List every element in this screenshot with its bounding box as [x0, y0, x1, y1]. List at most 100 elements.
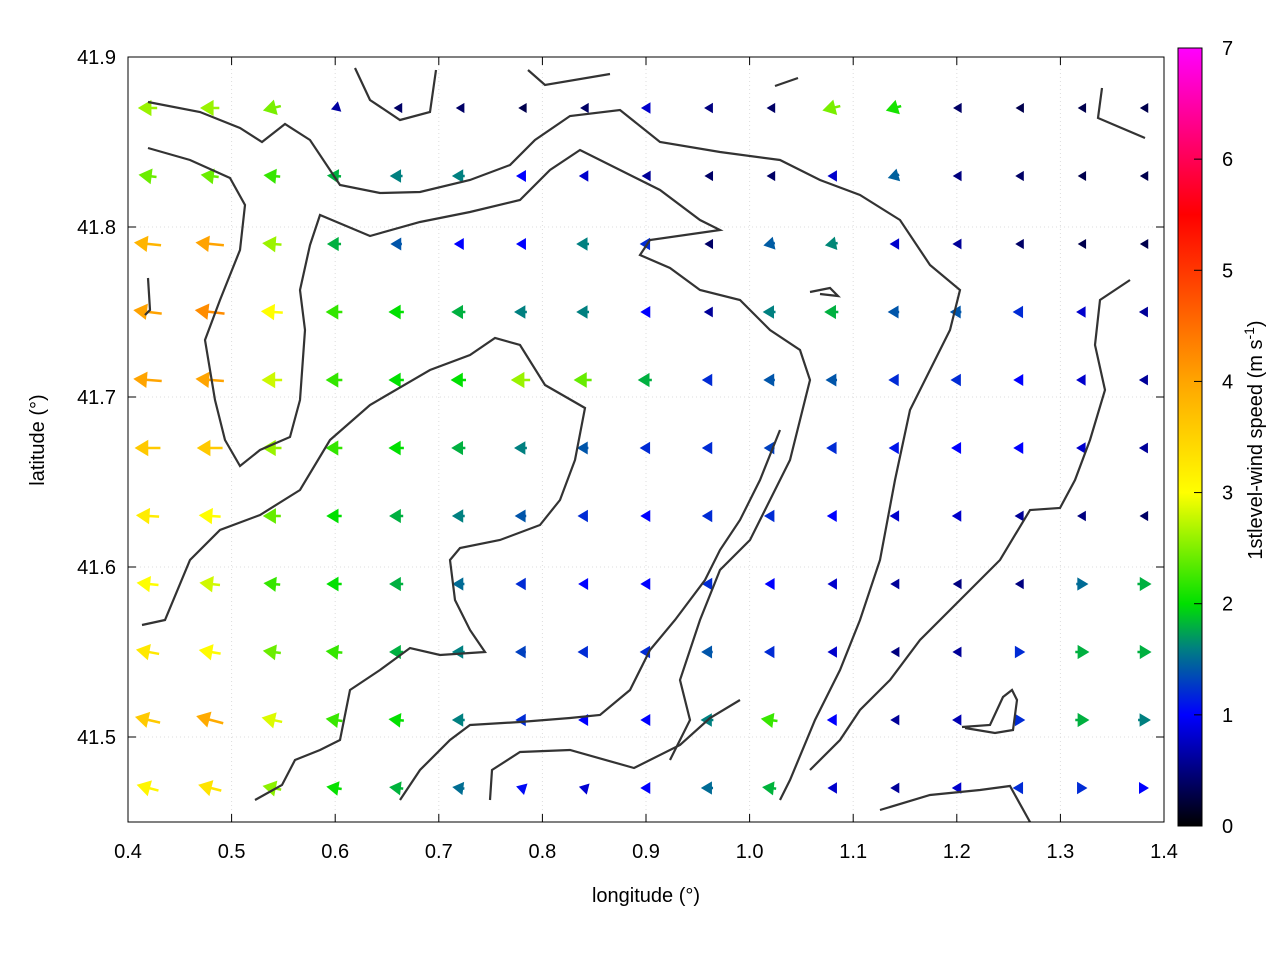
x-tick-label: 0.4 [114, 841, 142, 863]
wind-arrow [325, 644, 343, 660]
colorbar-tick-label: 1 [1222, 705, 1233, 727]
wind-arrow [1015, 170, 1024, 182]
wind-arrow [889, 510, 900, 522]
colorbar-label-text: 1stlevel-wind speed (m s [1245, 340, 1267, 560]
wind-arrow [262, 236, 282, 253]
wind-arrow [137, 99, 158, 117]
wind-arrow [701, 645, 713, 659]
wind-arrow [1076, 577, 1089, 591]
colorbar-label-sup: -1 [1241, 327, 1257, 340]
wind-arrow [889, 238, 900, 250]
wind-arrow [578, 783, 590, 795]
contour-line [141, 336, 587, 801]
wind-arrow [1138, 442, 1148, 454]
wind-arrow [1138, 713, 1151, 727]
wind-arrow [763, 645, 775, 659]
y-tick-label: 41.8 [77, 217, 116, 239]
wind-arrow [389, 576, 404, 592]
wind-arrow [827, 646, 837, 658]
y-axis-label: latitude (°) [27, 394, 49, 485]
wind-arrow [951, 510, 962, 522]
wind-arrow [1075, 644, 1090, 660]
contour-line [1096, 87, 1146, 140]
wind-arrow [261, 371, 283, 389]
wind-arrow [704, 238, 714, 250]
wind-arrow [577, 509, 588, 523]
wind-arrow [389, 508, 404, 524]
x-axis-label: longitude (°) [592, 885, 700, 907]
wind-arrow [704, 170, 714, 182]
wind-arrow [1077, 781, 1088, 795]
wind-arrow [952, 646, 962, 658]
wind-arrow [262, 644, 281, 661]
wind-arrow [763, 236, 776, 250]
wind-arrow [824, 236, 838, 251]
wind-arrow [1012, 305, 1024, 319]
contour-line [399, 429, 782, 801]
wind-arrow [763, 373, 775, 387]
wind-arrow [136, 780, 159, 797]
colorbar-axis: 0 1 2 3 4 5 6 7 [1194, 38, 1233, 838]
colorbar-tick-label: 6 [1222, 149, 1233, 171]
wind-arrow [639, 441, 651, 455]
wind-arrow [135, 644, 160, 661]
wind-arrow [890, 782, 900, 794]
wind-arrow [388, 304, 404, 320]
wind-arrow [325, 372, 343, 388]
wind-arrow [388, 372, 404, 388]
wind-arrow [890, 714, 900, 726]
contour-line [527, 69, 611, 87]
contours [141, 67, 1146, 823]
wind-arrow [825, 373, 838, 387]
wind-arrow [1012, 781, 1024, 795]
wind-arrow [138, 168, 157, 185]
wind-arrow [701, 509, 713, 523]
wind-arrow [760, 712, 778, 728]
x-tick-label: 0.5 [218, 841, 246, 863]
wind-arrow [260, 303, 283, 321]
y-tick-label: 41.5 [77, 727, 116, 749]
contour-line [354, 67, 438, 122]
wind-arrow [451, 440, 466, 456]
wind-arrow [133, 235, 162, 253]
wind-arrow [451, 645, 465, 659]
wind-arrow [1013, 374, 1024, 386]
wind-arrow [573, 372, 592, 388]
wind-arrow [701, 373, 713, 387]
wind-arrow [453, 238, 464, 250]
wind-arrow [764, 578, 775, 590]
wind-arrow [136, 575, 159, 593]
colorbar-label-end: ) [1245, 320, 1267, 327]
wind-arrow [198, 780, 222, 797]
wind-arrow [580, 102, 589, 114]
wind-arrow [578, 714, 589, 726]
wind-arrow [1014, 510, 1024, 522]
wind-arrow [326, 781, 342, 796]
wind-arrow [516, 238, 526, 250]
x-tick-label: 1.1 [839, 841, 867, 863]
wind-arrow [1075, 712, 1090, 728]
wind-arrow [515, 645, 526, 659]
colorbar-label: 1stlevel-wind speed (m s-1) [1241, 320, 1267, 559]
colorbar-tick-label: 3 [1222, 483, 1233, 505]
wind-arrow [514, 441, 527, 455]
wind-arrow [766, 170, 776, 182]
wind-arrow [1139, 102, 1149, 114]
wind-arrow [890, 578, 900, 590]
wind-arrow [827, 578, 837, 590]
wind-arrow [1137, 644, 1152, 660]
wind-arrow [516, 170, 526, 182]
contour-line [774, 76, 799, 88]
wind-arrow [1138, 306, 1148, 318]
wind-arrow [451, 304, 466, 320]
wind-arrow [451, 169, 465, 183]
contour-line [961, 688, 1019, 735]
wind-arrow [1014, 578, 1024, 590]
wind-arrow [762, 781, 777, 796]
wind-arrow [951, 442, 962, 454]
x-tick-label: 0.8 [528, 841, 556, 863]
wind-arrow [951, 782, 962, 794]
wind-arrow [1015, 238, 1024, 250]
wind-arrow [887, 305, 900, 319]
wind-arrow [455, 102, 465, 114]
